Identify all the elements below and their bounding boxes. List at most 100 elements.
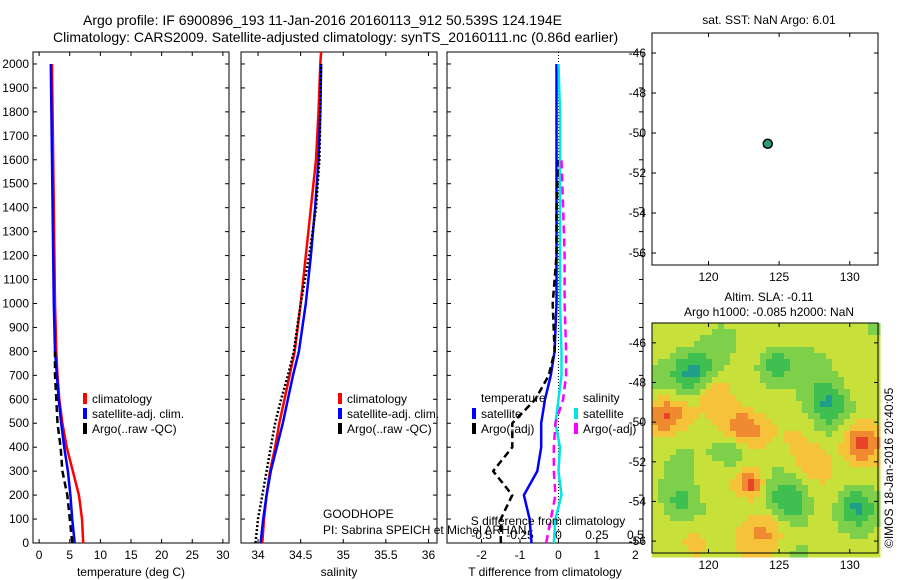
heatmap-cell: [712, 413, 719, 420]
heatmap-cell: [844, 335, 851, 342]
heatmap-cell: [724, 521, 731, 528]
heatmap-cell: [814, 359, 821, 366]
heatmap-cell: [742, 551, 749, 558]
heatmap-cell: [652, 401, 659, 408]
heatmap-cell: [778, 539, 785, 546]
heatmap-cell: [778, 365, 785, 372]
heatmap-cell: [874, 545, 881, 552]
heatmap-cell: [802, 443, 809, 450]
heatmap-cell: [874, 353, 881, 360]
heatmap-cell: [862, 545, 869, 552]
heatmap-cell: [742, 503, 749, 510]
salinity-diff-tick-label: -0.25: [506, 528, 534, 542]
heatmap-cell: [862, 497, 869, 504]
depth-tick-label: 1000: [2, 296, 29, 310]
heatmap-cell: [664, 515, 671, 522]
difference-legend-label: Argo(-adj): [481, 422, 534, 436]
heatmap-cell: [772, 353, 779, 360]
heatmap-cell: [796, 395, 803, 402]
heatmap-cell: [766, 371, 773, 378]
heatmap-cell: [658, 455, 665, 462]
panel-3-xlabel: T difference from climatology: [468, 565, 622, 579]
heatmap-cell: [802, 365, 809, 372]
heatmap-cell: [652, 437, 659, 444]
heatmap-cell: [748, 521, 755, 528]
heatmap-cell: [724, 461, 731, 468]
argo-float-marker: [762, 138, 773, 150]
heatmap-cell: [832, 425, 839, 432]
heatmap-cell: [766, 497, 773, 504]
heatmap-cell: [706, 473, 713, 480]
heatmap-cell: [754, 479, 761, 486]
heatmap-cell: [742, 485, 749, 492]
panel-2-xtick-label: 34: [251, 548, 265, 562]
heatmap-cell: [748, 395, 755, 402]
heatmap-cell: [844, 473, 851, 480]
heatmap-cell: [874, 515, 881, 522]
heatmap-cell: [694, 407, 701, 414]
heatmap-cell: [832, 359, 839, 366]
heatmap-cell: [856, 539, 863, 546]
heatmap-cell: [754, 377, 761, 384]
heatmap-cell: [700, 515, 707, 522]
heatmap-cell: [790, 383, 797, 390]
heatmap-cell: [700, 473, 707, 480]
heatmap-cell: [652, 515, 659, 522]
heatmap-cell: [670, 491, 677, 498]
heatmap-cell: [820, 407, 827, 414]
heatmap-cell: [754, 449, 761, 456]
heatmap-cell: [742, 521, 749, 528]
heatmap-cell: [856, 503, 863, 510]
heatmap-cell: [664, 377, 671, 384]
heatmap-cell: [868, 455, 875, 462]
heatmap-cell: [832, 407, 839, 414]
heatmap-cell: [808, 413, 815, 420]
panel-1-xtick-label: 10: [94, 548, 108, 562]
heatmap-cell: [700, 539, 707, 546]
heatmap-cell: [850, 329, 857, 336]
heatmap-cell: [736, 347, 743, 354]
heatmap-cell: [718, 419, 725, 426]
heatmap-cell: [712, 377, 719, 384]
heatmap-cell: [796, 479, 803, 486]
heatmap-cell: [766, 419, 773, 426]
heatmap-cell: [664, 521, 671, 528]
heatmap-cell: [712, 341, 719, 348]
heatmap-cell: [802, 455, 809, 462]
heatmap-cell: [712, 425, 719, 432]
heatmap-cell: [874, 551, 881, 558]
heatmap-cell: [700, 371, 707, 378]
heatmap-cell: [724, 413, 731, 420]
heatmap-cell: [778, 485, 785, 492]
heatmap-cell: [730, 443, 737, 450]
heatmap-cell: [838, 449, 845, 456]
heatmap-cell: [784, 527, 791, 534]
heatmap-cell: [814, 323, 821, 330]
heatmap-cell: [712, 329, 719, 336]
heatmap-cell: [664, 413, 671, 420]
heatmap-cell: [742, 437, 749, 444]
heatmap-cell: [844, 329, 851, 336]
heatmap-cell: [694, 485, 701, 492]
heatmap-cell: [832, 443, 839, 450]
heatmap-cell: [844, 533, 851, 540]
depth-tick-label: 700: [9, 368, 29, 382]
heatmap-cell: [712, 515, 719, 522]
heatmap-cell: [706, 437, 713, 444]
heatmap-cell: [808, 335, 815, 342]
heatmap-cell: [658, 413, 665, 420]
heatmap-cell: [682, 509, 689, 516]
heatmap-cell: [760, 509, 767, 516]
heatmap-cell: [694, 461, 701, 468]
heatmap-cell: [766, 509, 773, 516]
heatmap-cell: [712, 365, 719, 372]
heatmap-cell: [706, 545, 713, 552]
heatmap-cell: [856, 521, 863, 528]
heatmap-cell: [850, 485, 857, 492]
heatmap-cell: [856, 341, 863, 348]
depth-tick-label: 500: [9, 416, 29, 430]
heatmap-cell: [862, 329, 869, 336]
heatmap-cell: [856, 461, 863, 468]
heatmap-cell: [784, 455, 791, 462]
heatmap-cell: [652, 467, 659, 474]
